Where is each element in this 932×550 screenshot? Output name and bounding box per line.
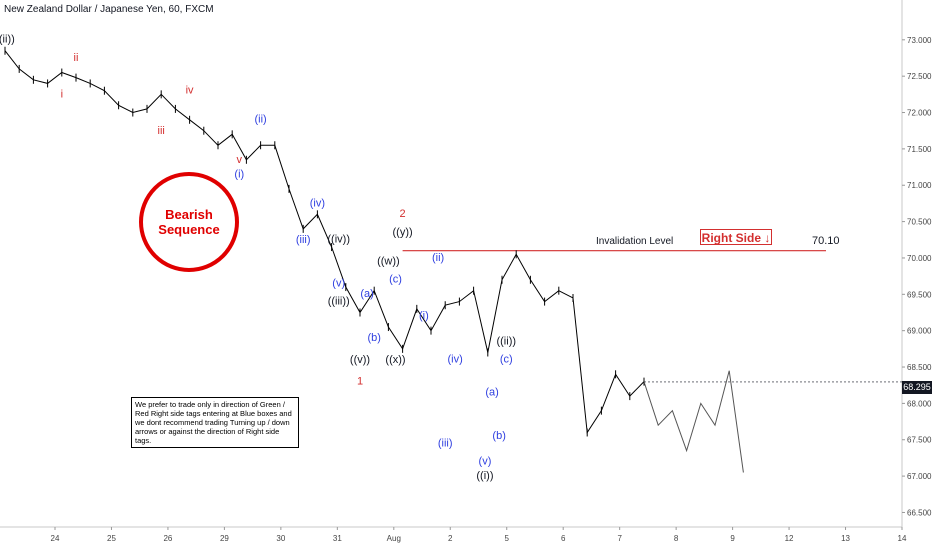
projection-path	[643, 370, 744, 473]
y-tick-label: 69.000	[907, 327, 932, 336]
wave-label: ((iii))	[328, 296, 350, 308]
x-tick-label: 7	[617, 534, 622, 543]
wave-label: (ii)	[432, 252, 444, 264]
wave-label: (c)	[500, 354, 513, 366]
wave-label: (iv)	[447, 354, 462, 366]
wave-label: ((w))	[377, 256, 400, 268]
wave-label: 1	[357, 376, 363, 388]
x-tick-label: 2	[448, 534, 453, 543]
invalidation-level-label: Invalidation Level	[596, 236, 674, 247]
wave-label: ((iv))	[327, 234, 350, 246]
wave-label: (i)	[234, 168, 244, 180]
y-tick-label: 66.500	[907, 508, 932, 517]
y-tick-label: 73.000	[907, 36, 932, 45]
invalidation-value: 70.10	[812, 235, 840, 247]
wave-label: i	[61, 88, 63, 100]
chart-title: New Zealand Dollar / Japanese Yen, 60, F…	[4, 4, 214, 15]
right-side-label: Right Side	[701, 231, 761, 245]
wave-label: (a)	[360, 288, 373, 300]
y-tick-label: 71.500	[907, 145, 932, 154]
y-tick-label: 68.500	[907, 363, 932, 372]
wave-label: (b)	[367, 332, 380, 344]
y-tick-label: 72.000	[907, 109, 932, 118]
last-price-tag: 68.295	[902, 381, 932, 394]
wave-label: (iv)	[310, 197, 325, 209]
x-tick-label: 12	[785, 534, 794, 543]
wave-label: (ii)	[254, 114, 266, 126]
x-tick-label: 9	[730, 534, 735, 543]
y-tick-label: 71.000	[907, 181, 932, 190]
bearish-sequence-circle: Bearish Sequence	[139, 172, 239, 272]
wave-label: ii	[74, 52, 79, 64]
wave-label: (v)	[332, 278, 345, 290]
wave-label: 2	[400, 208, 406, 220]
x-tick-label: 24	[51, 534, 60, 543]
x-tick-label: 6	[561, 534, 566, 543]
x-tick-label: 29	[220, 534, 229, 543]
y-tick-label: 67.500	[907, 436, 932, 445]
wave-label: (c)	[389, 274, 402, 286]
x-tick-label: 30	[276, 534, 285, 543]
x-tick-label: 31	[333, 534, 342, 543]
wave-label: ((i))	[476, 470, 493, 482]
wave-label: (a)	[485, 386, 498, 398]
bearish-label-line2: Sequence	[158, 222, 220, 237]
wave-label: (i)	[419, 310, 429, 322]
y-tick-label: 72.500	[907, 72, 932, 81]
x-tick-label: 25	[107, 534, 116, 543]
y-tick-label: 68.000	[907, 399, 932, 408]
x-tick-label: 13	[841, 534, 850, 543]
x-tick-label: 8	[674, 534, 679, 543]
trading-note: We prefer to trade only in direction of …	[131, 397, 299, 448]
y-tick-label: 70.000	[907, 254, 932, 263]
bearish-label-line1: Bearish	[165, 207, 213, 222]
wave-label: ((v))	[350, 354, 370, 366]
y-tick-label: 67.000	[907, 472, 932, 481]
x-tick-label: 14	[898, 534, 907, 543]
x-tick-label: Aug	[387, 534, 401, 543]
wave-label: iii	[158, 125, 165, 137]
x-tick-label: 26	[163, 534, 172, 543]
x-tick-label: 5	[505, 534, 510, 543]
down-arrow-icon: ↓	[764, 231, 771, 245]
wave-label: (iii)	[438, 437, 453, 449]
wave-label: ((x))	[385, 354, 405, 366]
wave-label: (iii)	[296, 234, 311, 246]
wave-label: (b)	[492, 430, 505, 442]
y-tick-label: 70.500	[907, 218, 932, 227]
wave-label: ((ii))	[496, 335, 516, 347]
wave-label: ((y))	[393, 226, 413, 238]
wave-label: v	[237, 154, 243, 166]
wave-label: (v)	[479, 456, 492, 468]
right-side-tag: Right Side ↓	[700, 229, 772, 245]
price-series-line	[4, 50, 645, 434]
wave-label: ((ii))	[0, 34, 15, 46]
wave-label: iv	[186, 85, 194, 97]
y-tick-label: 69.500	[907, 290, 932, 299]
